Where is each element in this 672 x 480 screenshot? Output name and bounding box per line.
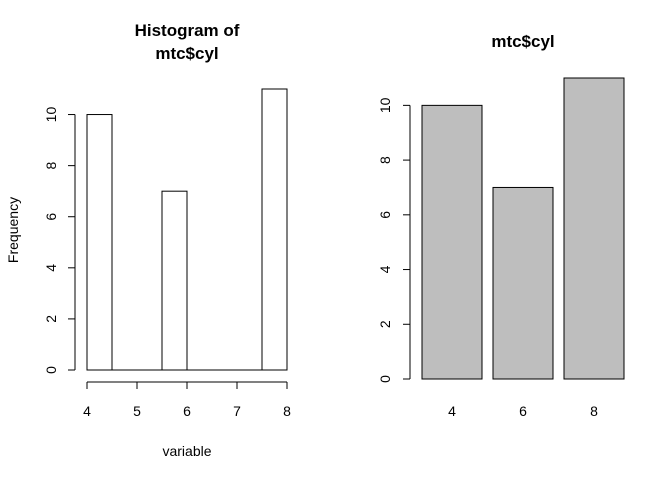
histogram-bar-7 [261, 88, 288, 371]
barplot-category-label: 6 [519, 403, 527, 419]
barplot-bar-4 [421, 104, 483, 380]
barplot-bar-8 [563, 77, 625, 380]
histogram-y-tick-label: 10 [43, 107, 59, 123]
histogram-x-tick-label: 8 [283, 403, 291, 419]
histogram-y-tick-label: 2 [43, 315, 59, 323]
histogram-x-tick-label: 5 [133, 403, 141, 419]
histogram-x-tick-label: 7 [233, 403, 241, 419]
barplot-panel: mtc$cyl 4 6 8 0 2 4 6 8 10 [377, 32, 625, 419]
histogram-x-tick-label: 4 [83, 403, 91, 419]
histogram-y-tick-label: 6 [43, 213, 59, 221]
histogram-x-axis-label: variable [162, 443, 211, 459]
barplot-title: mtc$cyl [491, 32, 554, 51]
histogram-y-axis-label: Frequency [5, 197, 21, 263]
barplot-y-tick-label: 10 [377, 97, 393, 113]
barplot-bar-6 [492, 186, 554, 380]
histogram-y-tick-label: 4 [43, 264, 59, 272]
barplot-y-tick-label: 4 [377, 265, 393, 273]
histogram-y-tick-label: 8 [43, 162, 59, 170]
histogram-x-tick-label: 6 [183, 403, 191, 419]
barplot-y-tick-label: 0 [377, 375, 393, 383]
barplot-y-tick-label: 6 [377, 211, 393, 219]
barplot-category-label: 4 [448, 403, 456, 419]
histogram-y-tick-label: 0 [43, 366, 59, 374]
barplot-y-tick-label: 8 [377, 156, 393, 164]
histogram-title-line-1: Histogram of [135, 21, 240, 40]
histogram-bar-0 [86, 114, 113, 371]
barplot-y-tick-label: 2 [377, 320, 393, 328]
histogram-bar-3 [161, 190, 188, 371]
barplot-category-label: 8 [590, 403, 598, 419]
histogram-panel: Histogram of mtc$cyl variable Frequency … [5, 21, 291, 459]
histogram-title-line-2: mtc$cyl [155, 44, 218, 63]
